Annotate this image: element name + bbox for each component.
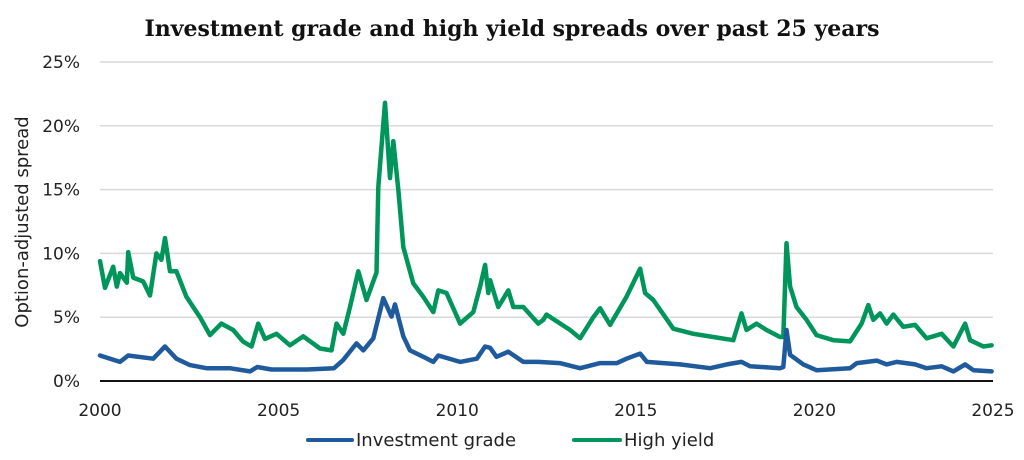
chart-title: Investment grade and high yield spreads …: [144, 16, 880, 42]
x-tick-label: 2015: [614, 401, 657, 421]
legend: Investment grade High yield: [306, 430, 714, 451]
legend-label-high-yield: High yield: [624, 430, 714, 451]
x-tick-label: 2000: [78, 401, 121, 421]
series-line-investment-grade: [97, 295, 994, 374]
y-tick-label: 5%: [53, 308, 80, 328]
y-tick-label: 0%: [53, 372, 80, 392]
x-tick-label: 2020: [793, 401, 836, 421]
y-tick-label: 15%: [42, 181, 80, 201]
legend-label-investment-grade: Investment grade: [356, 430, 516, 451]
x-tick-label: 2005: [257, 401, 300, 421]
x-tick-label: 2010: [436, 401, 479, 421]
y-tick-label: 20%: [42, 117, 80, 137]
y-axis-label: Option-adjusted spread: [12, 116, 33, 327]
series-line-high-yield: [97, 100, 994, 353]
y-tick-label: 10%: [42, 244, 80, 264]
x-tick-label: 2025: [971, 401, 1014, 421]
y-tick-label: 25%: [42, 53, 80, 73]
